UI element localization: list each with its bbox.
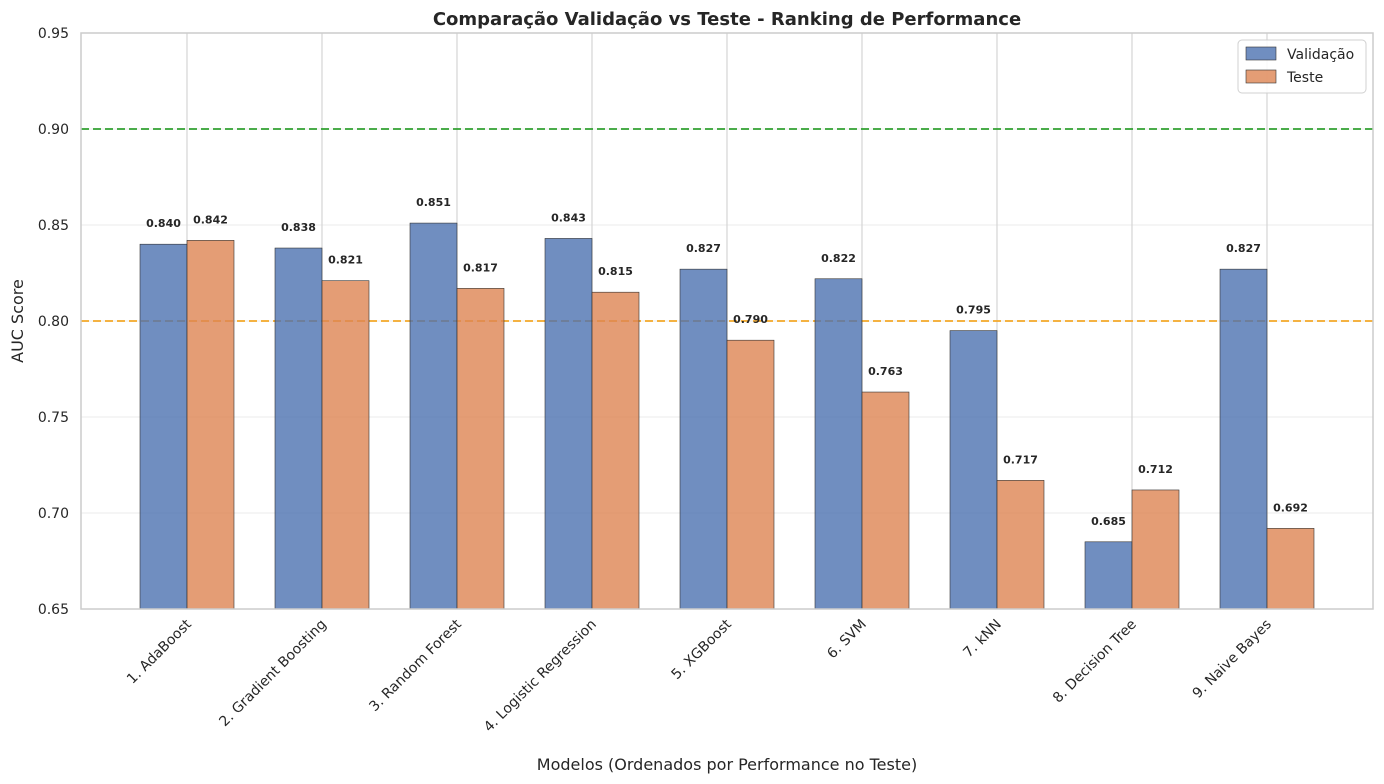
x-tick-label: 2. Gradient Boosting (216, 617, 329, 730)
x-tick-label: 5. XGBoost (669, 616, 736, 683)
y-tick-label: 0.90 (38, 122, 69, 138)
bar-validacao (1219, 268, 1268, 610)
y-tick-label: 0.85 (38, 218, 69, 234)
bar-teste (861, 391, 910, 610)
bar-teste (456, 288, 505, 610)
bar-value-label: 0.790 (733, 313, 768, 326)
bar-teste (591, 291, 640, 610)
y-tick-label: 0.95 (38, 26, 69, 42)
bar-value-label: 0.692 (1273, 501, 1308, 514)
bar-value-label: 0.717 (1003, 453, 1038, 466)
bar-validacao (544, 238, 593, 610)
y-tick-label: 0.75 (38, 410, 69, 426)
x-tick-label: 9. Naive Bayes (1190, 617, 1275, 702)
bar-value-label: 0.822 (821, 252, 856, 265)
bar-validacao (274, 247, 323, 610)
y-tick-label: 0.80 (38, 314, 69, 330)
bar-teste (321, 280, 370, 610)
bar-value-label: 0.763 (868, 365, 903, 378)
bar-teste (1266, 528, 1315, 610)
x-tick-label: 3. Random Forest (366, 616, 465, 715)
bar-value-label: 0.821 (328, 254, 363, 267)
plot-frame (80, 32, 1374, 610)
bar-validacao (409, 222, 458, 610)
bar-teste (1131, 489, 1180, 610)
legend: Validação Teste (1237, 39, 1367, 94)
bar-value-label: 0.827 (1226, 242, 1261, 255)
bar-value-label: 0.842 (193, 213, 228, 226)
bar-value-label: 0.851 (416, 196, 451, 209)
y-axis-label: AUC Score (8, 279, 27, 363)
bar-teste (726, 339, 775, 610)
bar-validacao (139, 243, 188, 610)
bar-teste (996, 480, 1045, 610)
x-tick-label: 6. SVM (824, 617, 870, 663)
bar-validacao (679, 268, 728, 610)
bar-value-label: 0.817 (463, 261, 498, 274)
bar-value-label: 0.838 (281, 221, 316, 234)
data-labels: 0.840 0.838 0.851 0.843 0.827 0.822 0.795 0.685… (146, 196, 1308, 528)
bar-value-label: 0.712 (1138, 463, 1173, 476)
chart-title: Comparação Validação vs Teste - Ranking … (433, 9, 1021, 30)
bar-value-label: 0.685 (1091, 515, 1126, 528)
bar-value-label: 0.843 (551, 211, 586, 224)
bar-validacao (814, 278, 863, 610)
legend-label: Teste (1286, 70, 1323, 86)
bar-validacao (1084, 541, 1133, 610)
bars (139, 222, 1315, 610)
bar-value-label: 0.795 (956, 304, 991, 317)
x-axis-label: Modelos (Ordenados por Performance no Te… (537, 755, 917, 774)
x-tick-label: 1. AdaBoost (124, 616, 195, 687)
bar-validacao (949, 330, 998, 610)
x-tick-label: 7. kNN (960, 617, 1004, 661)
y-tick-label: 0.70 (38, 506, 69, 522)
bar-value-label: 0.827 (686, 242, 721, 255)
bar-teste (186, 240, 235, 610)
x-tick-label: 4. Logistic Regression (481, 617, 600, 736)
legend-swatch-validacao (1245, 46, 1277, 61)
x-tick-label: 8. Decision Tree (1050, 617, 1140, 707)
legend-swatch-teste (1245, 69, 1277, 84)
bar-value-label: 0.815 (598, 265, 633, 278)
legend-label: Validação (1287, 47, 1354, 63)
y-tick-label: 0.65 (38, 602, 69, 618)
bar-value-label: 0.840 (146, 217, 181, 230)
